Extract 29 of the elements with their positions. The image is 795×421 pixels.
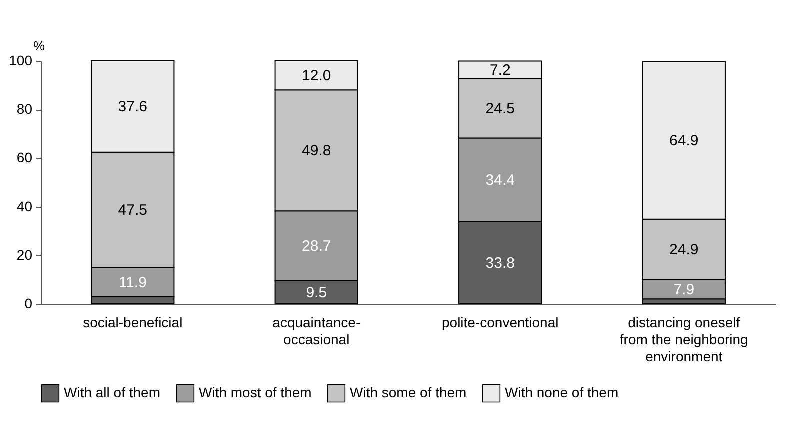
legend-label: With some of them (350, 384, 467, 401)
y-axis-title: % (34, 38, 46, 54)
data-label: 12.0 (302, 68, 332, 85)
data-label: 7.9 (674, 282, 695, 299)
data-label: 9.5 (306, 284, 328, 302)
data-label: 7.2 (490, 62, 511, 79)
y-tick-label: 20 (16, 246, 33, 263)
y-tick-label: 0 (24, 296, 33, 312)
y-tick-label: 60 (16, 150, 33, 166)
x-tick-label: distancing oneself from the neighboring environment (620, 314, 748, 364)
y-tick-label: 40 (16, 198, 33, 214)
x-tick-label: social-beneficial (83, 314, 183, 330)
data-label: 37.6 (118, 98, 148, 116)
legend-label: With all of them (64, 384, 160, 401)
x-tick-label: acquaintance-occasional (272, 314, 361, 348)
x-tick-label: polite-conventional (442, 314, 559, 330)
y-tick-label: 100 (9, 52, 33, 68)
data-label: 49.8 (302, 142, 332, 160)
data-label: 24.5 (486, 100, 515, 118)
data-label: 33.8 (486, 254, 515, 272)
data-label: 24.9 (670, 242, 699, 259)
data-label: 64.9 (670, 132, 699, 150)
legend-label: With most of them (199, 384, 312, 401)
data-label: 28.7 (302, 238, 332, 256)
y-tick-label: 80 (16, 101, 33, 118)
data-label: 34.4 (486, 172, 515, 190)
data-label: 47.5 (118, 202, 148, 220)
legend-label: With none of them (505, 384, 619, 401)
data-label: 11.9 (118, 274, 147, 292)
